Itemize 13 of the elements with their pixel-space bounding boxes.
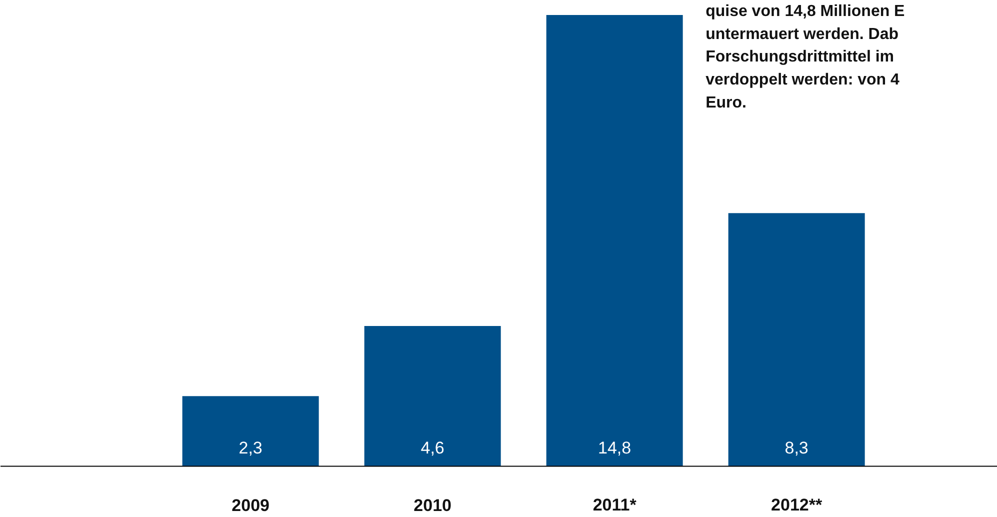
bar — [182, 396, 319, 466]
x-tick-label: 2011* — [592, 496, 637, 515]
bar — [728, 213, 865, 466]
annotation: quise von 14,8 Millionen E untermauert werden. Dab Forschungsdrittmittel im verdoppelt werden: von 4 Euro. — [706, 2, 906, 112]
x-tick-label: 2010 — [414, 496, 452, 516]
bar — [546, 14, 683, 466]
data-label: 8,3 — [784, 438, 808, 458]
data-label: 2,3 — [238, 438, 262, 458]
data-label: 14,8 — [598, 438, 632, 458]
x-tick-label: 2012** — [771, 496, 822, 515]
data-label: 4,6 — [420, 438, 444, 458]
bar — [364, 326, 501, 466]
x-tick-label: 2009 — [232, 496, 270, 516]
